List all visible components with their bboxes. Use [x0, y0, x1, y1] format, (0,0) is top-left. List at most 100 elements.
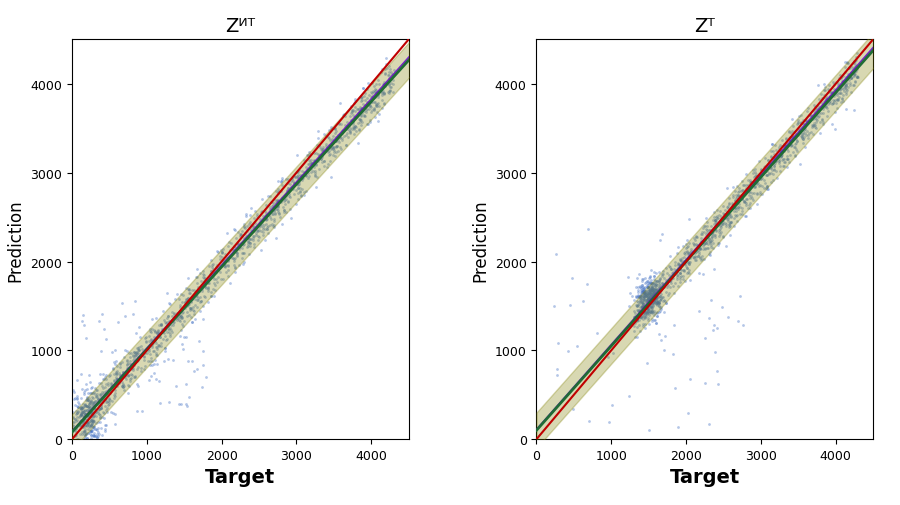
- Point: [184, 295, 199, 303]
- Point: [84, 396, 98, 404]
- Point: [716, 234, 730, 242]
- Point: [84, 416, 98, 424]
- Point: [345, 125, 359, 133]
- Point: [800, 119, 814, 127]
- Point: [211, 266, 225, 274]
- Point: [114, 382, 129, 390]
- Point: [326, 145, 340, 153]
- Point: [188, 301, 202, 309]
- Point: [838, 64, 852, 72]
- Point: [197, 272, 211, 280]
- Point: [635, 300, 650, 309]
- Point: [679, 255, 693, 263]
- Point: [373, 87, 387, 95]
- Point: [317, 163, 331, 171]
- Point: [157, 326, 171, 334]
- Point: [94, 393, 108, 401]
- Point: [154, 321, 168, 329]
- Point: [676, 260, 690, 268]
- Point: [78, 401, 93, 410]
- Point: [70, 403, 85, 412]
- Point: [634, 298, 649, 306]
- Point: [244, 205, 258, 213]
- Point: [674, 255, 688, 263]
- Point: [633, 313, 647, 321]
- Point: [723, 218, 737, 226]
- Point: [175, 309, 189, 317]
- Point: [657, 296, 671, 305]
- Point: [136, 348, 150, 357]
- Point: [382, 77, 397, 85]
- Point: [335, 137, 349, 145]
- Point: [705, 232, 719, 240]
- Point: [78, 429, 93, 437]
- Point: [622, 290, 636, 298]
- Point: [301, 151, 315, 159]
- Point: [644, 304, 659, 312]
- Point: [64, 412, 78, 420]
- Point: [354, 94, 368, 102]
- Point: [706, 231, 721, 239]
- Point: [662, 271, 677, 279]
- Point: [75, 408, 89, 416]
- Point: [744, 182, 759, 190]
- Point: [643, 299, 657, 307]
- Point: [317, 157, 331, 165]
- Point: [307, 161, 321, 169]
- Point: [777, 156, 791, 164]
- Point: [761, 170, 776, 178]
- Point: [370, 90, 384, 98]
- Point: [808, 112, 823, 120]
- Point: [718, 222, 733, 230]
- Point: [721, 205, 735, 213]
- Point: [648, 282, 662, 290]
- Point: [772, 159, 787, 167]
- Point: [81, 408, 95, 416]
- Point: [86, 417, 100, 425]
- Point: [635, 322, 650, 330]
- Point: [732, 192, 746, 200]
- Point: [779, 138, 794, 146]
- Point: [788, 129, 802, 137]
- Point: [284, 178, 298, 186]
- Point: [269, 197, 284, 205]
- Point: [635, 296, 650, 304]
- Point: [131, 323, 146, 331]
- Point: [246, 232, 260, 240]
- Point: [124, 371, 139, 379]
- Point: [107, 359, 122, 367]
- Point: [654, 231, 669, 239]
- Point: [379, 55, 393, 63]
- Point: [281, 184, 295, 192]
- Point: [98, 406, 112, 414]
- Point: [345, 109, 359, 117]
- Point: [74, 412, 88, 420]
- Point: [814, 110, 828, 118]
- Point: [184, 357, 199, 365]
- Point: [848, 68, 862, 76]
- Point: [215, 249, 230, 257]
- Point: [641, 281, 655, 289]
- Point: [284, 183, 298, 191]
- Point: [220, 230, 234, 238]
- Point: [822, 89, 836, 97]
- Point: [94, 431, 109, 439]
- Point: [323, 143, 338, 151]
- Point: [829, 79, 843, 87]
- Point: [328, 129, 342, 137]
- Point: [824, 121, 839, 129]
- Point: [720, 185, 734, 193]
- Point: [377, 90, 392, 98]
- Point: [622, 302, 636, 311]
- Point: [725, 199, 740, 208]
- Point: [75, 408, 89, 416]
- Point: [670, 275, 684, 283]
- Point: [650, 293, 664, 301]
- Point: [746, 190, 760, 198]
- Point: [708, 221, 723, 229]
- Point: [815, 94, 830, 103]
- Point: [191, 297, 205, 305]
- Point: [648, 284, 662, 292]
- Point: [640, 296, 654, 305]
- Point: [57, 413, 71, 421]
